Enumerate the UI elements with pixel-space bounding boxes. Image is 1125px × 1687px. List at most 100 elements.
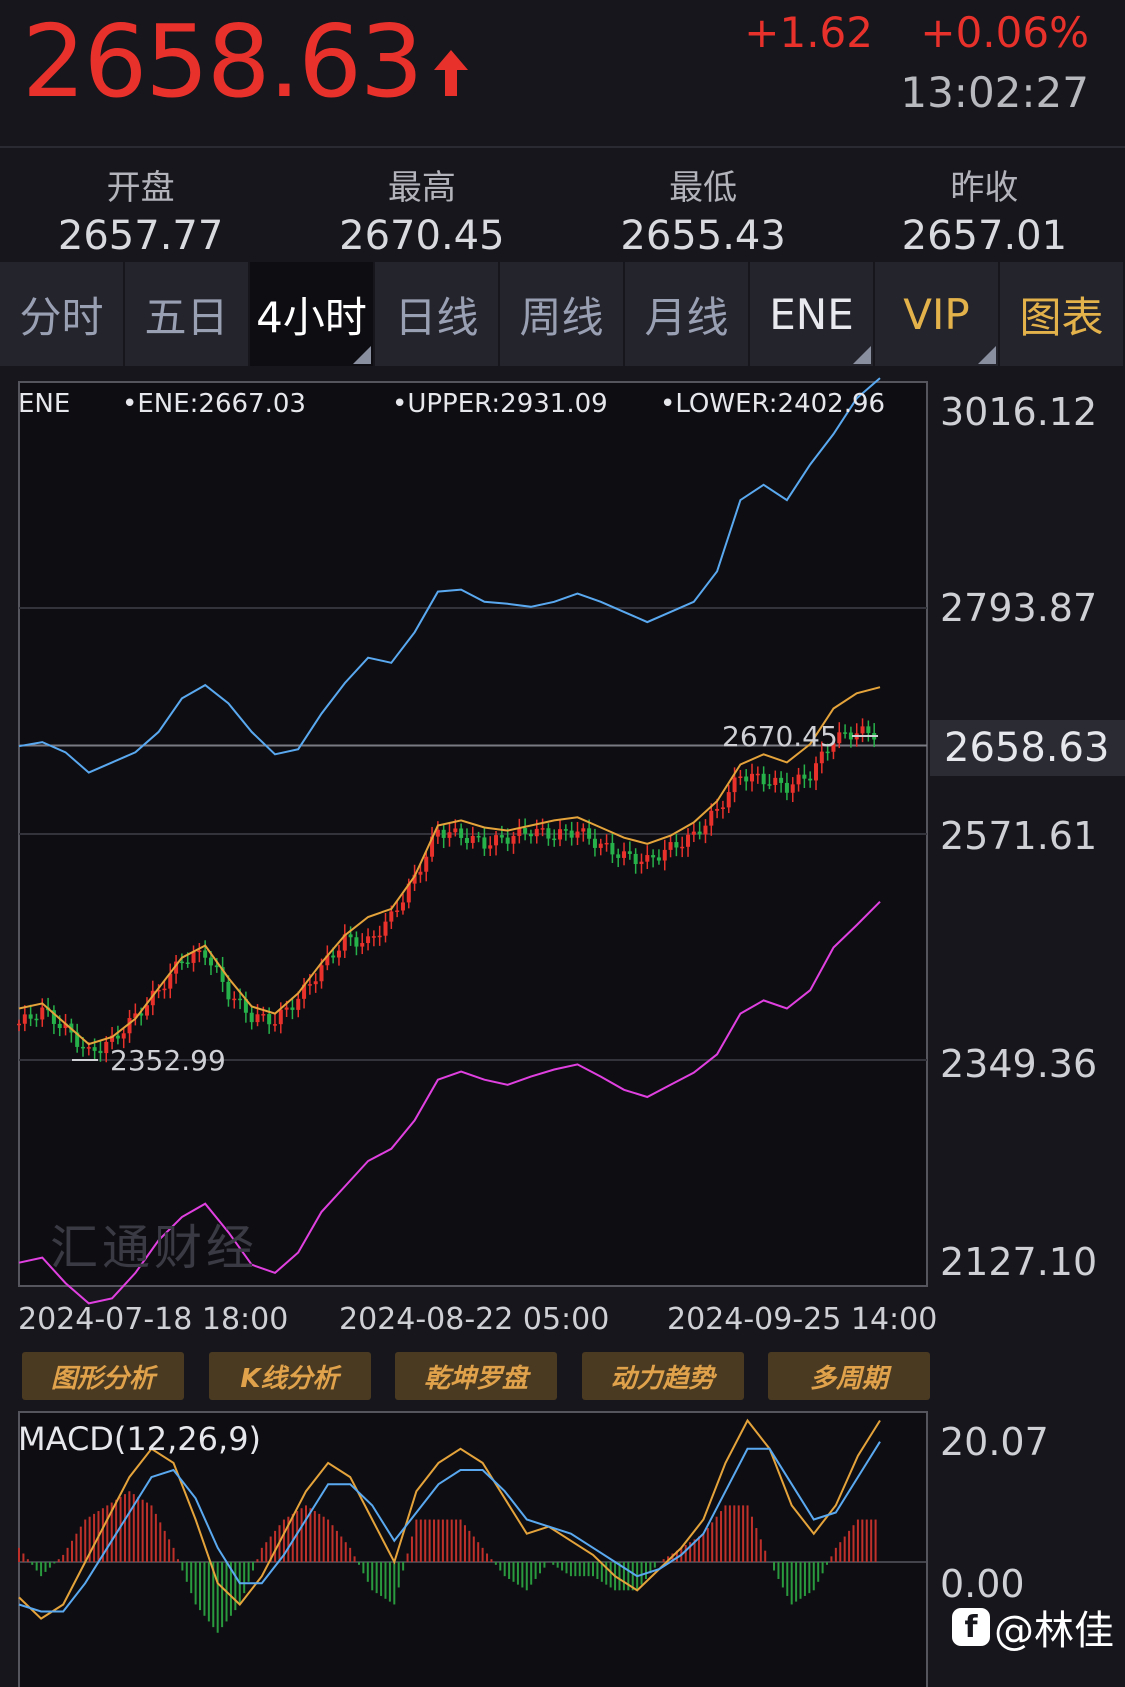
candle: [476, 835, 481, 838]
candle: [459, 828, 464, 838]
stat-value: 2670.45: [339, 213, 505, 259]
candle: [546, 828, 551, 839]
candle: [575, 831, 580, 838]
candle: [174, 961, 179, 974]
candle: [796, 774, 801, 785]
candle: [133, 1013, 138, 1019]
candle: [686, 834, 691, 847]
candle: [185, 962, 190, 964]
candle: [441, 829, 446, 838]
candle: [726, 792, 731, 808]
candle: [331, 955, 336, 958]
candle: [761, 773, 766, 785]
candle: [703, 825, 708, 835]
candle: [383, 921, 388, 936]
candle: [249, 1012, 254, 1023]
macd-lines: [18, 1418, 881, 1620]
author-attribution: f @林佳: [952, 1598, 1114, 1656]
candle: [848, 732, 853, 740]
candle: [709, 810, 714, 826]
candle: [784, 782, 789, 793]
candle: [831, 743, 836, 752]
stat-open: 开盘 2657.77: [0, 150, 281, 260]
candle: [214, 965, 219, 968]
kline-analysis-button[interactable]: K线分析: [208, 1352, 371, 1400]
x-tick: 2024-08-22 05:00: [339, 1302, 610, 1337]
candle: [808, 778, 813, 781]
candle: [511, 835, 516, 844]
candle: [406, 883, 411, 903]
candle: [336, 950, 341, 958]
y-tick: 3016.12: [940, 390, 1098, 434]
candle: [28, 1014, 33, 1019]
tab-label: 4小时: [256, 292, 367, 342]
candle: [715, 808, 720, 811]
candle: [819, 751, 824, 764]
candle: [255, 1014, 260, 1023]
pattern-analysis-button[interactable]: 图形分析: [22, 1352, 184, 1400]
tab-five-day[interactable]: 五日: [125, 262, 250, 366]
tab-weekly[interactable]: 周线: [500, 262, 625, 366]
tab-intraday[interactable]: 分时: [0, 262, 125, 366]
quote-header: 2658.63 +1.62 +0.06% 13:02:27: [0, 0, 1125, 148]
upper-legend: •UPPER:2931.09: [392, 389, 608, 419]
candle: [790, 784, 795, 793]
candle: [342, 934, 347, 951]
macd-dif-line: [18, 1418, 881, 1620]
candle: [412, 874, 417, 884]
candle: [144, 1005, 149, 1016]
tab-daily[interactable]: 日线: [375, 262, 500, 366]
candle: [755, 773, 760, 776]
candle: [290, 1007, 295, 1010]
candle: [430, 836, 435, 857]
candle: [325, 955, 330, 966]
candle: [220, 967, 225, 982]
stat-label: 最低: [669, 168, 738, 208]
stat-label: 开盘: [106, 168, 175, 208]
candles: [17, 718, 877, 1063]
analysis-tools: 图形分析 K线分析 乾坤罗盘 动力趋势 多周期: [22, 1352, 930, 1400]
macd-chart[interactable]: [0, 1410, 1125, 1687]
indicator-name: ENE: [18, 389, 70, 419]
up-arrow-icon: [434, 50, 468, 96]
macd-title: MACD(12,26,9): [18, 1420, 262, 1458]
tab-monthly[interactable]: 月线: [625, 262, 750, 366]
tab-vip[interactable]: VIP: [875, 262, 1000, 366]
candle: [121, 1033, 126, 1039]
candle: [418, 871, 423, 875]
macd-histogram: [18, 1491, 877, 1633]
candle: [63, 1023, 68, 1029]
multi-period-button[interactable]: 多周期: [768, 1352, 930, 1400]
line-upper: [18, 377, 881, 774]
tab-label: VIP: [903, 289, 970, 339]
candle: [691, 831, 696, 835]
momentum-trend-button[interactable]: 动力趋势: [581, 1352, 744, 1400]
tab-charts[interactable]: 图表: [1000, 262, 1125, 366]
candle: [272, 1024, 277, 1026]
candle: [17, 1023, 21, 1026]
current-price-tag: 2658.63: [930, 720, 1125, 776]
candle: [238, 998, 243, 1001]
x-tick: 2024-07-18 18:00: [18, 1302, 289, 1337]
candle: [389, 911, 394, 922]
candle: [162, 988, 167, 991]
ene-legend: •ENE:2667.03: [122, 389, 306, 419]
candle: [302, 984, 307, 999]
candle: [75, 1032, 80, 1047]
tab-ene[interactable]: ENE: [750, 262, 875, 366]
candle: [528, 833, 533, 837]
candle: [499, 835, 504, 838]
tab-4-hour[interactable]: 4小时: [250, 262, 375, 366]
candle: [139, 1013, 144, 1016]
candle: [354, 937, 359, 947]
candle: [592, 838, 597, 848]
candle: [400, 902, 405, 911]
candle: [127, 1018, 132, 1034]
candle: [232, 998, 237, 1001]
candle: [662, 849, 667, 861]
compass-button[interactable]: 乾坤罗盘: [395, 1352, 557, 1400]
candle: [558, 829, 563, 840]
candle: [179, 961, 184, 964]
kline-chart[interactable]: ENE •ENE:2667.03 •UPPER:2931.09 •LOWER:2…: [0, 366, 1125, 1326]
candle: [604, 842, 609, 845]
